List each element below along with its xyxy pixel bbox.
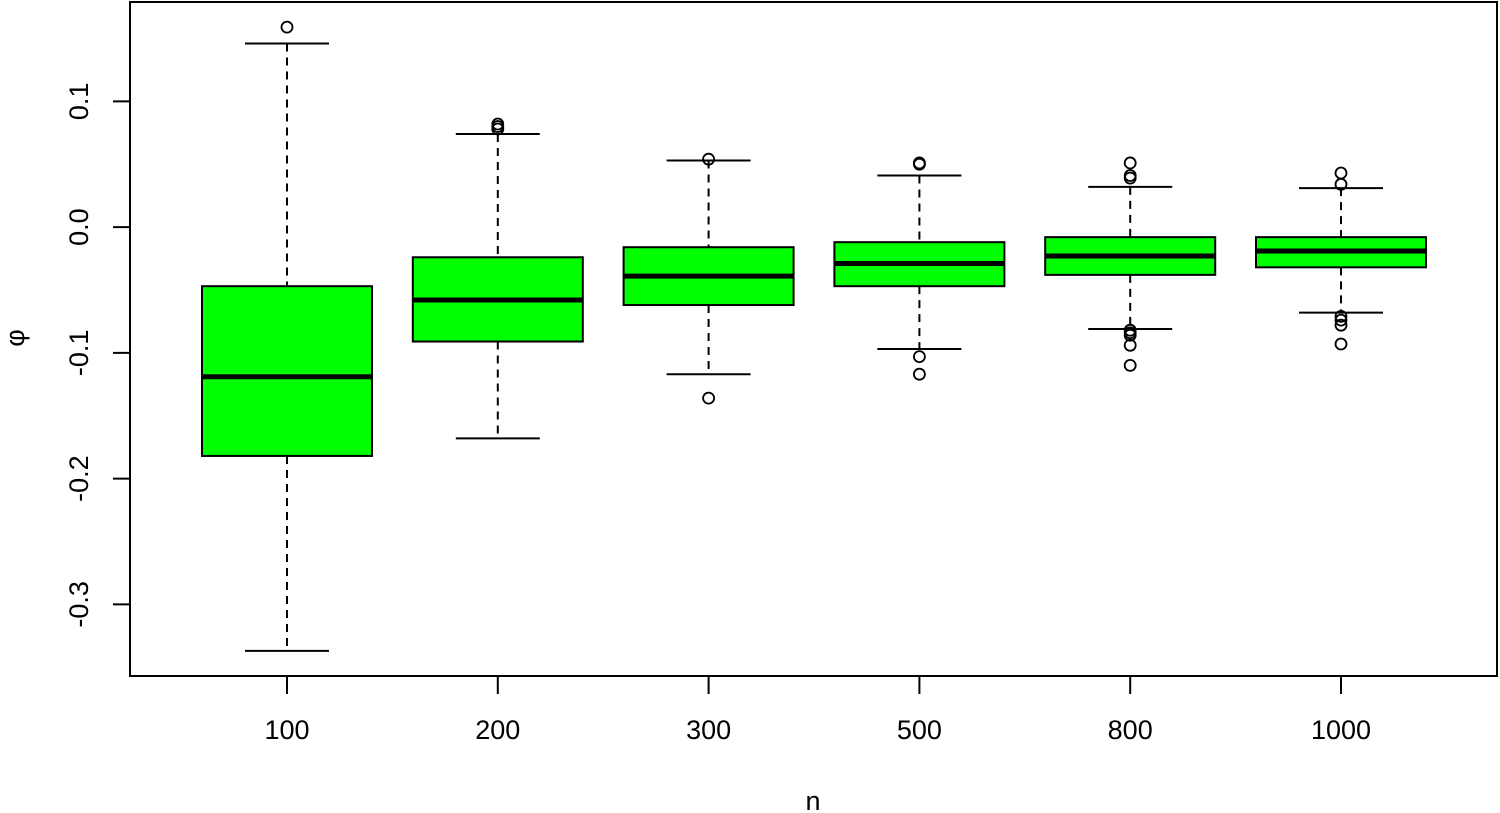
outlier-point bbox=[1334, 313, 1348, 327]
outlier-point bbox=[913, 156, 926, 170]
outlier-point bbox=[1123, 338, 1137, 352]
outlier-point bbox=[913, 367, 926, 381]
x-tick-label: 800 bbox=[1108, 715, 1153, 745]
outlier-point bbox=[913, 350, 926, 364]
box-200 bbox=[411, 117, 584, 440]
y-tick-label: -0.2 bbox=[64, 455, 94, 502]
outlier-point bbox=[491, 117, 505, 131]
y-tick-label: 0.0 bbox=[64, 208, 94, 246]
outlier-point bbox=[702, 391, 715, 405]
outlier-point bbox=[1334, 177, 1348, 191]
y-tick-label: -0.3 bbox=[64, 581, 94, 628]
y-tick-label: 0.1 bbox=[64, 83, 94, 121]
boxes-layer bbox=[201, 20, 1427, 652]
outlier-point bbox=[280, 20, 294, 34]
y-axis-title: φ bbox=[0, 329, 30, 347]
outlier-point bbox=[1123, 171, 1137, 185]
box-800 bbox=[1044, 156, 1217, 372]
x-tick-label: 100 bbox=[264, 715, 309, 745]
x-tick-label: 300 bbox=[686, 715, 731, 745]
box-1000 bbox=[1255, 166, 1427, 351]
box-500 bbox=[833, 156, 1006, 381]
box-100 bbox=[201, 20, 373, 652]
x-tick-label: 500 bbox=[897, 715, 942, 745]
outlier-point bbox=[1334, 166, 1348, 180]
y-tick-label: -0.1 bbox=[64, 330, 94, 377]
plot-frame bbox=[129, 1, 1498, 677]
outlier-point bbox=[1123, 359, 1137, 372]
outlier-point bbox=[1334, 337, 1348, 351]
box-300 bbox=[622, 152, 795, 405]
x-tick-label: 1000 bbox=[1311, 715, 1371, 745]
x-tick-label: 200 bbox=[475, 715, 520, 745]
outlier-point bbox=[1334, 309, 1348, 323]
outlier-point bbox=[1334, 318, 1348, 332]
x-axis-title: n bbox=[805, 786, 820, 813]
outlier-point bbox=[1123, 328, 1137, 342]
x-axis: 100 200 300 500 800 1000 bbox=[264, 676, 1371, 745]
y-axis: -0.3 -0.2 -0.1 0.0 0.1 bbox=[64, 83, 130, 628]
iqr-box bbox=[201, 285, 373, 457]
outlier-point bbox=[702, 152, 715, 166]
outlier-point bbox=[1123, 156, 1137, 170]
